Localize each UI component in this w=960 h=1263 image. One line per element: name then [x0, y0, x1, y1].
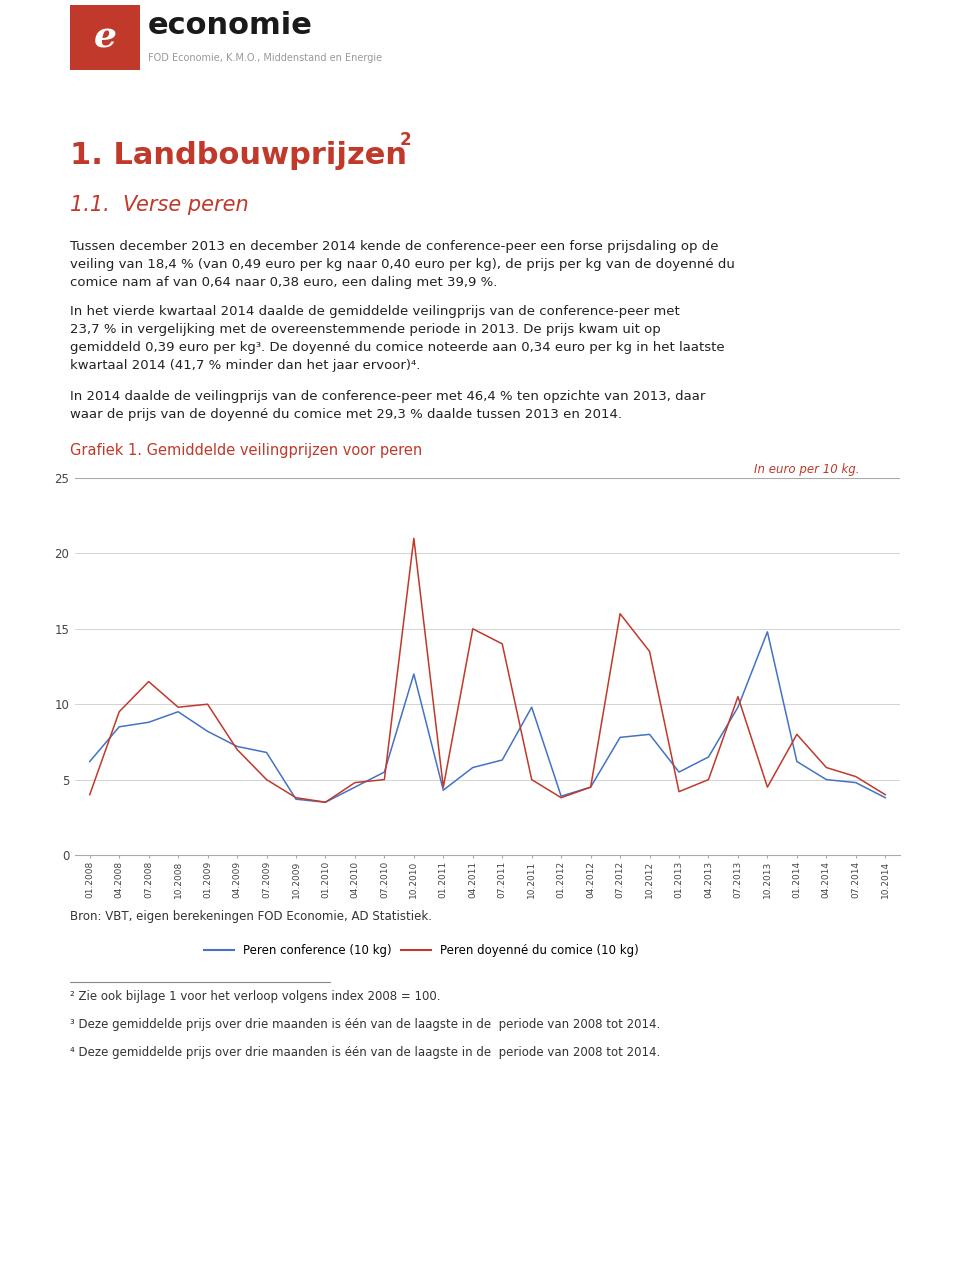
- Text: 2: 2: [400, 131, 412, 149]
- Peren conference (10 kg): [761, 624, 773, 639]
- Peren conference (10 kg): [556, 788, 567, 803]
- Text: In euro per 10 kg.: In euro per 10 kg.: [755, 464, 860, 476]
- Peren doyenné du comice (10 kg): [556, 791, 567, 806]
- Peren conference (10 kg): [850, 775, 861, 791]
- Peren doyenné du comice (10 kg): [261, 772, 273, 787]
- Text: Grafiek 1. Gemiddelde veilingprijzen voor peren: Grafiek 1. Gemiddelde veilingprijzen voo…: [70, 443, 422, 458]
- Peren doyenné du comice (10 kg): [526, 772, 538, 787]
- Text: ³ Deze gemiddelde prijs over drie maanden is één van de laagste in de  periode v: ³ Deze gemiddelde prijs over drie maande…: [70, 1018, 660, 1031]
- Text: 1. Landbouwprijzen: 1. Landbouwprijzen: [70, 140, 407, 169]
- Peren doyenné du comice (10 kg): [732, 690, 744, 705]
- Peren doyenné du comice (10 kg): [644, 644, 656, 659]
- Peren conference (10 kg): [821, 772, 832, 787]
- Text: FOD Economie, K.M.O., Middenstand en Energie: FOD Economie, K.M.O., Middenstand en Ene…: [148, 53, 382, 63]
- Peren conference (10 kg): [879, 791, 891, 806]
- Peren conference (10 kg): [113, 719, 125, 734]
- Peren conference (10 kg): [173, 705, 184, 720]
- Peren conference (10 kg): [585, 779, 596, 794]
- Peren doyenné du comice (10 kg): [113, 705, 125, 720]
- Peren conference (10 kg): [378, 764, 390, 779]
- Peren conference (10 kg): [143, 715, 155, 730]
- Peren doyenné du comice (10 kg): [879, 787, 891, 802]
- Text: Bron: VBT, eigen berekeningen FOD Economie, AD Statistiek.: Bron: VBT, eigen berekeningen FOD Econom…: [70, 911, 432, 923]
- Text: ² Zie ook bijlage 1 voor het verloop volgens index 2008 = 100.: ² Zie ook bijlage 1 voor het verloop vol…: [70, 990, 441, 1003]
- Peren doyenné du comice (10 kg): [378, 772, 390, 787]
- Peren doyenné du comice (10 kg): [84, 787, 95, 802]
- Peren conference (10 kg): [320, 794, 331, 810]
- Text: Tussen december 2013 en december 2014 kende de conference-peer een forse prijsda: Tussen december 2013 en december 2014 ke…: [70, 240, 734, 289]
- Peren conference (10 kg): [644, 726, 656, 741]
- Text: e: e: [93, 20, 116, 54]
- Peren doyenné du comice (10 kg): [202, 697, 213, 712]
- Peren doyenné du comice (10 kg): [467, 621, 478, 637]
- Peren conference (10 kg): [791, 754, 803, 769]
- Peren conference (10 kg): [84, 754, 95, 769]
- Peren doyenné du comice (10 kg): [143, 674, 155, 690]
- Peren conference (10 kg): [703, 749, 714, 764]
- Legend: Peren conference (10 kg), Peren doyenné du comice (10 kg): Peren conference (10 kg), Peren doyenné …: [200, 940, 643, 962]
- Line: Peren conference (10 kg): Peren conference (10 kg): [89, 632, 885, 802]
- Peren conference (10 kg): [496, 753, 508, 768]
- Peren conference (10 kg): [673, 764, 684, 779]
- Peren conference (10 kg): [467, 760, 478, 775]
- Peren doyenné du comice (10 kg): [231, 741, 243, 757]
- Peren conference (10 kg): [231, 739, 243, 754]
- Peren conference (10 kg): [261, 745, 273, 760]
- Line: Peren doyenné du comice (10 kg): Peren doyenné du comice (10 kg): [89, 538, 885, 802]
- Text: In het vierde kwartaal 2014 daalde de gemiddelde veilingprijs van de conference-: In het vierde kwartaal 2014 daalde de ge…: [70, 304, 725, 373]
- Peren conference (10 kg): [290, 792, 301, 807]
- Peren doyenné du comice (10 kg): [850, 769, 861, 784]
- Peren doyenné du comice (10 kg): [349, 775, 361, 791]
- Peren doyenné du comice (10 kg): [821, 760, 832, 775]
- Peren conference (10 kg): [526, 700, 538, 715]
- Peren doyenné du comice (10 kg): [496, 637, 508, 652]
- Peren conference (10 kg): [614, 730, 626, 745]
- Peren doyenné du comice (10 kg): [791, 726, 803, 741]
- Peren conference (10 kg): [732, 700, 744, 715]
- Peren doyenné du comice (10 kg): [408, 530, 420, 546]
- Peren conference (10 kg): [438, 783, 449, 798]
- Text: 1.1.  Verse peren: 1.1. Verse peren: [70, 195, 249, 215]
- Peren doyenné du comice (10 kg): [173, 700, 184, 715]
- Peren doyenné du comice (10 kg): [438, 779, 449, 794]
- Peren doyenné du comice (10 kg): [673, 784, 684, 799]
- Peren conference (10 kg): [408, 667, 420, 682]
- Text: In 2014 daalde de veilingprijs van de conference-peer met 46,4 % ten opzichte va: In 2014 daalde de veilingprijs van de co…: [70, 390, 706, 421]
- Peren conference (10 kg): [202, 724, 213, 739]
- Peren doyenné du comice (10 kg): [761, 779, 773, 794]
- Peren doyenné du comice (10 kg): [703, 772, 714, 787]
- Peren conference (10 kg): [349, 779, 361, 794]
- Peren doyenné du comice (10 kg): [585, 779, 596, 794]
- Peren doyenné du comice (10 kg): [614, 606, 626, 621]
- Text: economie: economie: [148, 10, 313, 39]
- Peren doyenné du comice (10 kg): [320, 794, 331, 810]
- Peren doyenné du comice (10 kg): [290, 791, 301, 806]
- Text: ⁴ Deze gemiddelde prijs over drie maanden is één van de laagste in de  periode v: ⁴ Deze gemiddelde prijs over drie maande…: [70, 1046, 660, 1058]
